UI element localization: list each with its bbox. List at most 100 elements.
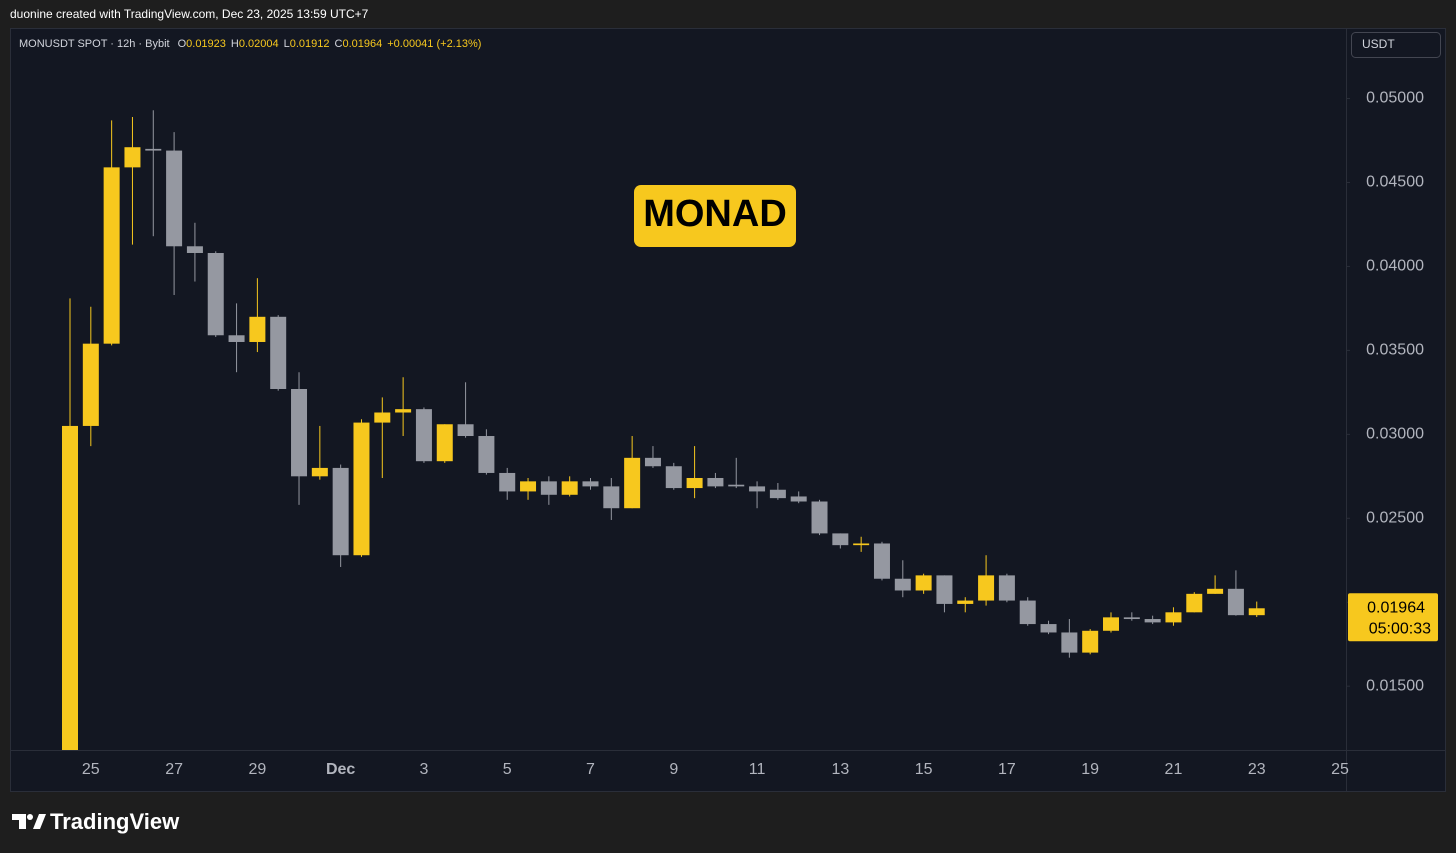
candle-body <box>1186 593 1203 613</box>
x-tick-label: 15 <box>915 761 933 778</box>
candle-body <box>978 575 995 601</box>
candle-body <box>1040 624 1057 633</box>
currency-box[interactable] <box>1351 32 1441 58</box>
legend-value: 0.01912 <box>290 38 330 50</box>
candle-body <box>499 472 516 492</box>
candle-body <box>707 477 724 487</box>
y-tick-label: 0.04000 <box>1366 258 1424 275</box>
candle-body <box>540 481 557 495</box>
y-tick-label: 0.05000 <box>1366 90 1424 107</box>
candle-body <box>332 467 349 556</box>
legend-label: L <box>284 38 290 50</box>
candle-body <box>124 147 141 168</box>
logo <box>12 814 46 829</box>
y-tick-label: 0.03500 <box>1366 342 1424 359</box>
legend-value: 0.02004 <box>239 38 279 50</box>
candle-body <box>644 457 661 467</box>
candle-body <box>686 477 703 489</box>
candle-body <box>415 409 432 462</box>
x-tick-label: 21 <box>1165 761 1183 778</box>
candle-body <box>582 481 599 487</box>
x-tick-label: 7 <box>586 761 595 778</box>
price-tag <box>1348 593 1438 642</box>
x-tick-label: 9 <box>669 761 678 778</box>
candle-body <box>103 167 120 344</box>
candle-body <box>728 484 745 487</box>
candle-body <box>457 424 474 437</box>
candle-body <box>624 457 641 509</box>
candle-body <box>957 600 974 604</box>
ohlc-legend: MONUSDT SPOT · 12h · Bybit O0.01923 H0.020… <box>19 38 481 50</box>
candle-body <box>228 335 245 342</box>
candle-body <box>291 389 308 477</box>
y-tick-label: 0.03000 <box>1366 426 1424 443</box>
candle-body <box>1123 617 1140 620</box>
candle-body <box>915 575 932 591</box>
candle-body <box>1019 600 1036 625</box>
candle-body <box>665 466 682 489</box>
logo-mark <box>12 814 26 829</box>
legend-value: 0.01964 <box>342 38 382 50</box>
candle-body <box>1207 588 1224 594</box>
candle-body <box>520 481 537 492</box>
x-tick-label: 13 <box>831 761 849 778</box>
x-tick-label: 23 <box>1248 761 1266 778</box>
candle-body <box>207 252 224 336</box>
candle-body <box>1061 632 1078 653</box>
legend-label: O <box>178 38 187 50</box>
currency: USDT <box>1362 37 1395 51</box>
candle-body <box>1144 619 1161 623</box>
candle-body <box>873 543 890 579</box>
candle-body <box>186 246 203 253</box>
y-tick-label: 0.01500 <box>1366 677 1424 694</box>
price-tag-value: 0.01964 <box>1367 600 1425 617</box>
symbol: MONUSDT SPOT · 12h · Bybit <box>19 38 170 50</box>
price-tag-countdown: 05:00:33 <box>1369 621 1431 638</box>
candle-body <box>82 343 99 426</box>
candle-body <box>166 150 183 247</box>
candle-body <box>62 425 78 750</box>
x-tick-label: 5 <box>503 761 512 778</box>
x-tick-label: Dec <box>326 761 355 778</box>
candle-body <box>374 412 391 423</box>
candle-body <box>1248 608 1265 616</box>
candle-body <box>853 543 870 546</box>
candle-body <box>832 533 849 546</box>
candle-body <box>1082 630 1099 653</box>
chart-panel <box>10 28 1446 792</box>
candle-body <box>270 316 287 389</box>
candle-body <box>998 575 1015 601</box>
candle-body <box>1165 612 1182 623</box>
y-tick-label: 0.04500 <box>1366 174 1424 191</box>
legend-label: C <box>335 38 343 50</box>
x-tick-label: 17 <box>998 761 1016 778</box>
candle-body <box>561 481 578 495</box>
annotation: MONAD <box>643 193 787 235</box>
candle-body <box>769 489 786 499</box>
candle-body <box>353 422 370 556</box>
candle-body <box>894 578 911 591</box>
candle-body <box>811 501 828 534</box>
y-tick-label: 0.02500 <box>1366 510 1424 527</box>
candle-body <box>249 316 266 342</box>
x-tick-label: 25 <box>1331 761 1349 778</box>
candle-body <box>1103 617 1119 631</box>
candle-body <box>790 496 807 502</box>
x-tick-label: 11 <box>749 761 766 778</box>
candle-body <box>436 424 453 462</box>
legend-value: 0.01923 <box>186 38 226 50</box>
candle-body <box>145 148 162 151</box>
legend-change: +0.00041 (+2.13%) <box>387 38 481 50</box>
x-tick-label: 25 <box>82 761 100 778</box>
candles <box>62 110 1265 750</box>
logo-text: TradingView <box>50 809 180 834</box>
candle-body <box>395 409 412 413</box>
x-tick-label: 19 <box>1081 761 1099 778</box>
x-tick-label: 3 <box>419 761 428 778</box>
caption: duonine created with TradingView.com, De… <box>10 7 369 21</box>
candle-body <box>1227 588 1244 616</box>
candle-body <box>603 486 620 509</box>
x-tick-label: 27 <box>165 761 183 778</box>
